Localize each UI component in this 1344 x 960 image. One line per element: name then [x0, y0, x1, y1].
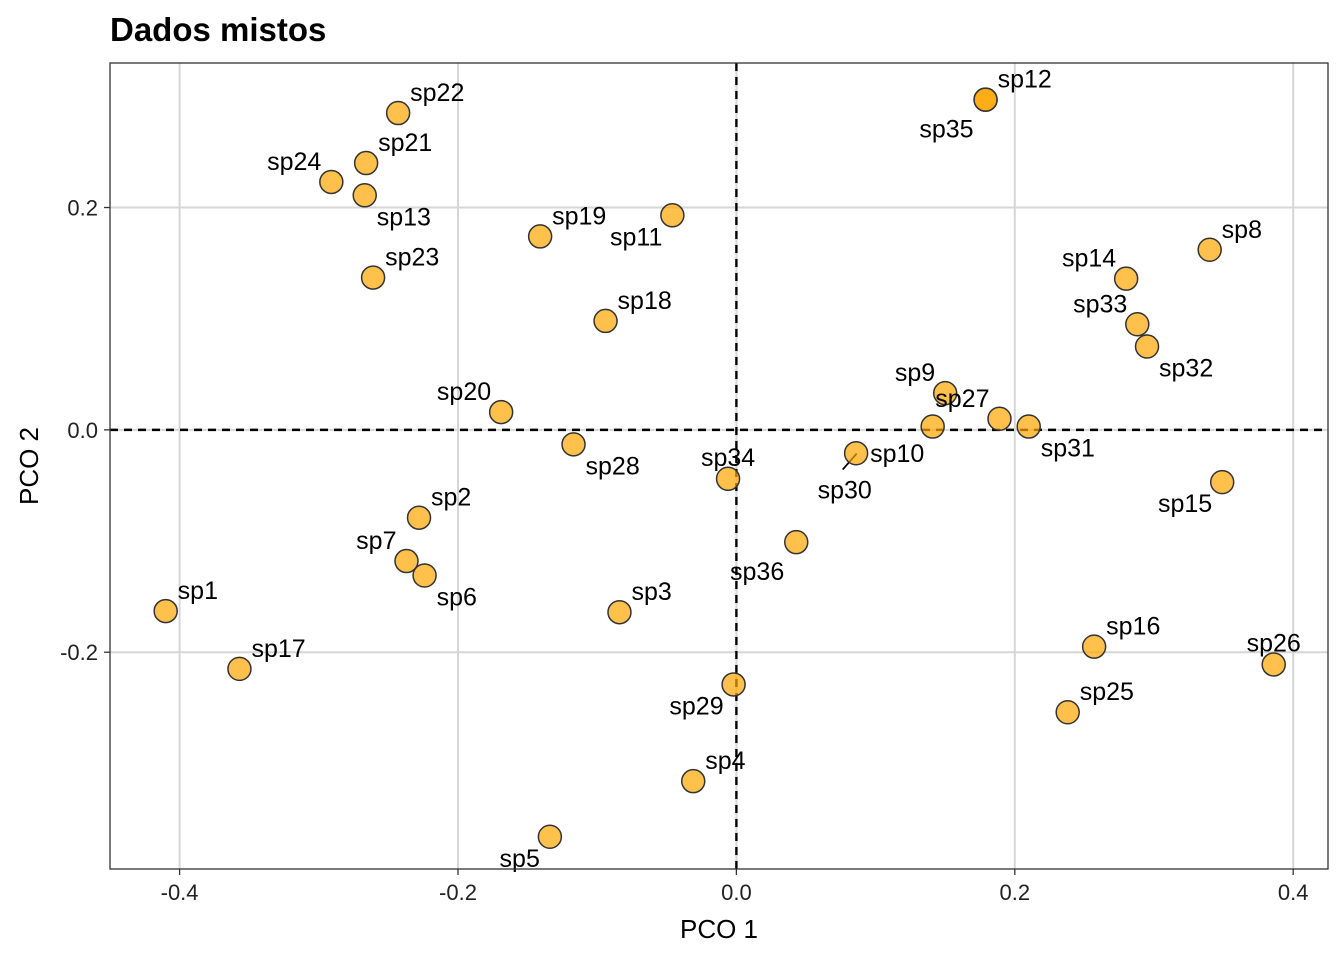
plot-panel-border — [109, 62, 1329, 870]
point-sp30 — [920, 414, 945, 439]
point-sp31 — [1016, 414, 1041, 439]
point-label-sp21: sp21 — [378, 129, 432, 157]
x-tick-label: 0.4 — [1278, 880, 1309, 905]
point-label-sp20: sp20 — [437, 378, 491, 406]
point-label-sp25: sp25 — [1080, 678, 1134, 706]
x-tick-label: -0.4 — [161, 880, 199, 905]
point-label-sp36: sp36 — [730, 558, 784, 586]
point-label-sp18: sp18 — [618, 287, 672, 315]
point-label-sp28: sp28 — [586, 452, 640, 480]
axis-ticks: -0.4 -0.2 0.0 0.2 0.4 -0.2 0.0 0.2 — [60, 196, 1308, 905]
y-tick-label: 0.2 — [67, 196, 98, 221]
point-sp9 — [932, 380, 958, 406]
point-sp13 — [352, 183, 377, 208]
point-label-sp15: sp15 — [1158, 490, 1212, 518]
data-points — [153, 87, 1286, 850]
point-label-sp6: sp6 — [437, 584, 477, 612]
point-sp18 — [593, 308, 618, 334]
point-sp10 — [843, 440, 869, 466]
point-sp5 — [537, 824, 563, 850]
point-label-sp2: sp2 — [431, 484, 471, 512]
point-label-sp3: sp3 — [631, 578, 671, 606]
point-sp29 — [721, 672, 746, 697]
point-label-sp9: sp9 — [895, 359, 935, 387]
point-labels: sp1 sp2 sp3 sp4 sp5 sp6 sp7 sp8 sp9 sp10 sp11 sp12 s… — [178, 66, 1301, 873]
x-tick-label: -0.2 — [439, 880, 477, 905]
point-sp17 — [227, 656, 252, 682]
point-sp3 — [607, 599, 632, 625]
reference-lines — [110, 63, 1328, 869]
x-axis-label: PCO 1 — [680, 914, 758, 944]
point-sp24 — [319, 169, 344, 195]
point-label-sp19: sp19 — [552, 202, 606, 230]
point-sp23 — [360, 265, 386, 290]
point-label-sp11: sp11 — [610, 223, 662, 251]
point-sp22 — [385, 100, 411, 126]
point-label-sp22: sp22 — [410, 79, 464, 107]
point-sp20 — [488, 399, 514, 425]
point-sp8 — [1197, 237, 1222, 263]
point-label-sp8: sp8 — [1222, 216, 1262, 244]
point-sp27 — [987, 406, 1012, 432]
point-label-sp24: sp24 — [267, 148, 321, 176]
point-label-sp16: sp16 — [1106, 613, 1160, 641]
point-sp15 — [1209, 469, 1235, 495]
point-label-sp7: sp7 — [356, 527, 396, 555]
point-sp32 — [1134, 334, 1160, 359]
point-sp33 — [1125, 312, 1150, 337]
point-label-sp10: sp10 — [870, 440, 924, 468]
point-label-sp5: sp5 — [500, 845, 540, 873]
point-sp36 — [784, 529, 809, 555]
point-sp7 — [394, 548, 419, 574]
point-label-sp35: sp35 — [919, 116, 973, 144]
point-label-sp12: sp12 — [998, 66, 1052, 94]
x-tick-label: 0.2 — [1000, 880, 1031, 905]
point-label-sp26: sp26 — [1247, 629, 1301, 657]
point-sp1 — [153, 598, 178, 624]
point-label-sp1: sp1 — [178, 577, 218, 605]
point-label-sp30: sp30 — [818, 477, 872, 505]
y-axis-label: PCO 2 — [14, 427, 44, 505]
point-sp6 — [412, 563, 437, 588]
point-label-sp23: sp23 — [385, 244, 439, 272]
point-label-sp4: sp4 — [705, 747, 745, 775]
point-sp26 — [1261, 652, 1286, 677]
point-sp4 — [680, 768, 706, 794]
point-label-sp33: sp33 — [1073, 290, 1127, 318]
y-tick-label: 0.0 — [67, 418, 98, 443]
y-tick-label: -0.2 — [60, 640, 98, 665]
point-sp21 — [353, 150, 379, 176]
point-sp35 — [973, 87, 998, 112]
point-sp2 — [406, 505, 432, 530]
point-label-sp27: sp27 — [935, 385, 989, 413]
point-sp25 — [1055, 699, 1080, 725]
point-label-sp17: sp17 — [251, 635, 305, 663]
point-sp16 — [1081, 634, 1107, 659]
point-label-sp29: sp29 — [669, 692, 723, 720]
point-label-sp34: sp34 — [701, 444, 755, 472]
point-sp34 — [715, 466, 741, 492]
point-sp19 — [527, 224, 553, 249]
point-label-sp13: sp13 — [377, 203, 431, 231]
point-label-sp32: sp32 — [1159, 354, 1213, 382]
point-sp14 — [1113, 266, 1139, 291]
x-tick-label: 0.0 — [721, 880, 752, 905]
chart-title: Dados mistos — [110, 11, 326, 48]
point-label-sp31: sp31 — [1041, 435, 1095, 463]
point-label-sp14: sp14 — [1062, 245, 1116, 273]
point-sp28 — [561, 432, 586, 457]
point-sp11 — [660, 203, 685, 228]
